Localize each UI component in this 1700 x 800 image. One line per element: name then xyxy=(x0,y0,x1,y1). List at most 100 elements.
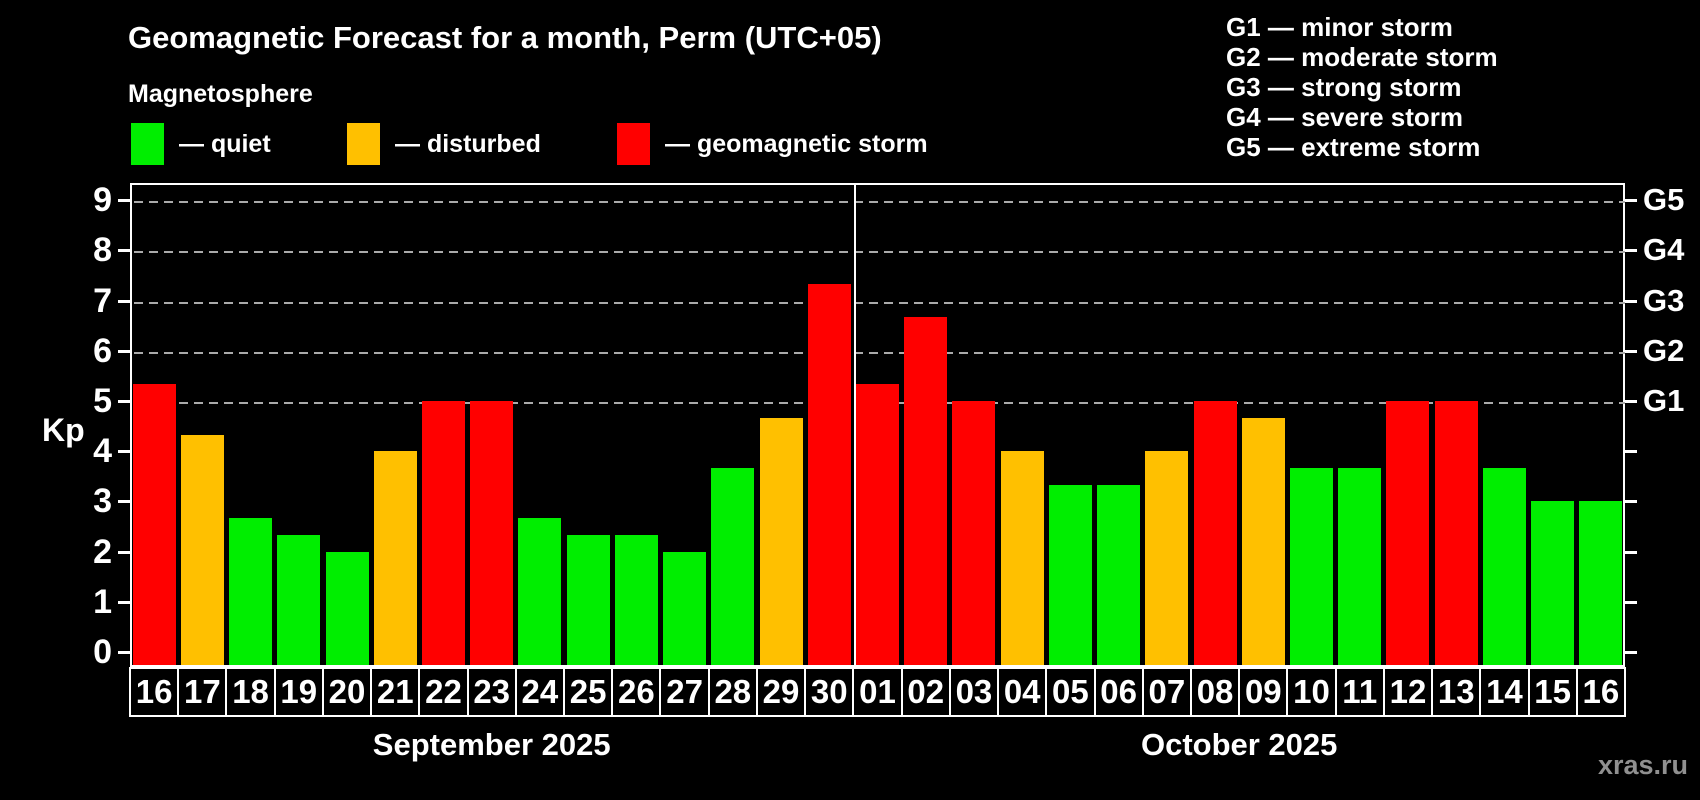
legend-swatch-storm-icon xyxy=(617,123,650,165)
date-cell-06: 06 xyxy=(1093,667,1144,717)
kp-bar-day-24 xyxy=(518,517,562,665)
legend-swatch-quiet-icon xyxy=(131,123,164,165)
date-cell-18: 18 xyxy=(225,667,276,717)
left-tick-6 xyxy=(118,349,130,353)
kp-bar-day-21 xyxy=(373,451,417,665)
right-tick-8 xyxy=(1625,249,1637,253)
right-tick-5 xyxy=(1625,400,1637,403)
kp-bar-day-09 xyxy=(1241,417,1285,665)
g-legend-line-5: G5 — extreme storm xyxy=(1226,132,1481,162)
kp-bar-day-07 xyxy=(1145,451,1189,665)
date-cell-01: 01 xyxy=(852,667,903,717)
date-cell-17: 17 xyxy=(177,667,228,717)
left-tick-9 xyxy=(118,199,130,203)
kp-bar-day-23 xyxy=(470,401,514,665)
kp-bar-day-08 xyxy=(1193,401,1237,665)
kp-bar-day-18 xyxy=(229,517,273,665)
kp-bar-day-29 xyxy=(759,417,803,665)
kp-bar-day-06 xyxy=(1097,484,1141,665)
gridline-kp9 xyxy=(134,201,1625,204)
date-cell-28: 28 xyxy=(707,667,758,717)
date-cell-29: 29 xyxy=(755,667,807,717)
date-cell-13: 13 xyxy=(1431,667,1482,717)
ytick-label-4: 4 xyxy=(93,432,112,471)
ytick-label-6: 6 xyxy=(93,331,112,370)
kp-bar-day-03 xyxy=(952,401,996,665)
right-axis-label-G5: G5 xyxy=(1643,182,1685,218)
legend-label-quiet: — quiet xyxy=(179,129,271,158)
kp-bar-day-16 xyxy=(132,384,176,665)
date-cell-19: 19 xyxy=(273,667,324,717)
kp-bar-day-05 xyxy=(1048,484,1092,665)
date-cell-16: 16 xyxy=(1575,667,1626,717)
g-legend-line-1: G1 — minor storm xyxy=(1226,12,1453,42)
legend-item-quiet: — quiet xyxy=(131,121,271,167)
legend-label-disturbed: — disturbed xyxy=(395,129,541,158)
kp-bar-day-17 xyxy=(180,434,224,665)
y-axis-title: Kp xyxy=(42,412,85,448)
g-legend-line-3: G3 — strong storm xyxy=(1226,72,1462,102)
kp-bar-day-20 xyxy=(325,551,369,665)
ytick-label-8: 8 xyxy=(93,231,112,270)
g-legend-line-4: G4 — severe storm xyxy=(1226,102,1464,132)
kp-bar-day-14 xyxy=(1482,467,1526,665)
right-tick-1 xyxy=(1625,600,1637,604)
ytick-label-3: 3 xyxy=(93,482,112,521)
legend-swatch-disturbed-icon xyxy=(347,123,380,165)
date-cell-23: 23 xyxy=(466,667,517,717)
date-cell-25: 25 xyxy=(563,667,614,717)
month-label-september: September 2025 xyxy=(372,727,611,762)
kp-bar-day-11 xyxy=(1338,467,1382,665)
date-cell-02: 02 xyxy=(900,667,951,717)
right-tick-9 xyxy=(1625,199,1637,203)
kp-bar-day-01 xyxy=(856,384,899,665)
date-cell-08: 08 xyxy=(1189,667,1241,717)
left-tick-3 xyxy=(118,500,130,504)
kp-bar-day-10 xyxy=(1290,467,1334,665)
legend-item-storm: — geomagnetic storm xyxy=(617,121,928,167)
watermark: xras.ru xyxy=(1597,750,1688,780)
right-axis-label-G1: G1 xyxy=(1643,383,1685,418)
date-cell-16: 16 xyxy=(129,667,180,717)
kp-bar-day-28 xyxy=(711,467,755,665)
kp-bar-day-15 xyxy=(1531,501,1575,665)
date-cell-03: 03 xyxy=(948,667,1000,717)
left-tick-2 xyxy=(118,550,130,554)
date-cell-15: 15 xyxy=(1527,667,1578,717)
date-cell-22: 22 xyxy=(418,667,469,717)
kp-bar-day-30 xyxy=(807,284,851,665)
right-tick-0 xyxy=(1625,651,1637,654)
right-axis-label-G2: G2 xyxy=(1643,332,1685,368)
g-legend-line-2: G2 — moderate storm xyxy=(1226,42,1498,72)
gridline-kp7 xyxy=(134,301,1625,304)
date-cell-27: 27 xyxy=(659,667,710,717)
kp-bar-day-19 xyxy=(277,535,321,665)
date-cell-11: 11 xyxy=(1334,667,1385,717)
legend-label-storm: — geomagnetic storm xyxy=(665,129,928,158)
g-scale-legend: G1 — minor storm G2 — moderate storm G3 — … xyxy=(1226,12,1498,162)
date-cell-09: 09 xyxy=(1238,667,1289,717)
date-cell-14: 14 xyxy=(1479,667,1530,717)
ytick-label-9: 9 xyxy=(93,181,112,220)
right-axis-label-G3: G3 xyxy=(1643,282,1685,318)
ytick-label-1: 1 xyxy=(93,582,112,621)
right-tick-7 xyxy=(1625,299,1637,303)
gridline-kp6 xyxy=(134,351,1625,354)
kp-bar-day-25 xyxy=(566,535,610,665)
date-cell-05: 05 xyxy=(1045,667,1096,717)
ytick-label-7: 7 xyxy=(93,281,112,320)
date-cell-07: 07 xyxy=(1141,667,1192,717)
left-tick-5 xyxy=(118,400,130,403)
plot-area xyxy=(130,183,1625,667)
date-cell-24: 24 xyxy=(514,667,566,717)
kp-bar-day-12 xyxy=(1386,401,1430,665)
chart-subtitle: Magnetosphere xyxy=(128,80,313,108)
left-tick-4 xyxy=(118,450,130,454)
right-axis-label-G4: G4 xyxy=(1643,232,1685,268)
left-tick-0 xyxy=(118,651,130,654)
status-legend: — quiet — disturbed — geomagnetic storm xyxy=(0,121,1700,167)
right-tick-2 xyxy=(1625,550,1637,554)
kp-bar-day-27 xyxy=(663,551,707,665)
kp-bar-day-02 xyxy=(904,317,948,665)
